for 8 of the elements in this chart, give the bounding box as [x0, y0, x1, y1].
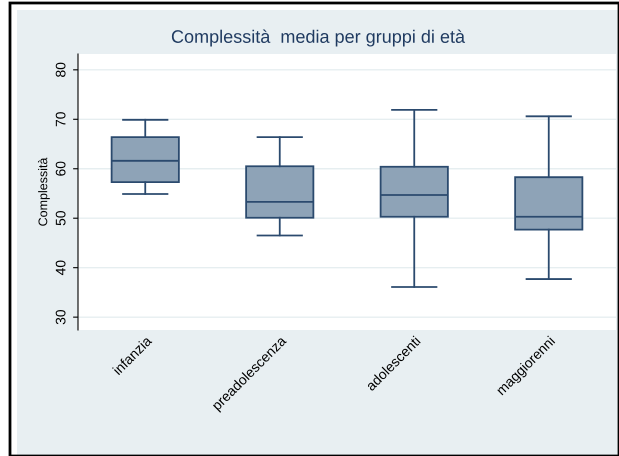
y-tick-label: 60: [56, 162, 66, 176]
chart-title: Complessità media per gruppi di età: [172, 29, 466, 47]
y-tick-label: 80: [56, 62, 66, 77]
y-tick-label: 30: [56, 310, 66, 324]
y-tick-label: 70: [56, 112, 66, 126]
y-axis-title: Complessità: [38, 158, 50, 226]
y-tick-label: 40: [56, 260, 66, 276]
y-tick-label: 50: [56, 211, 66, 226]
